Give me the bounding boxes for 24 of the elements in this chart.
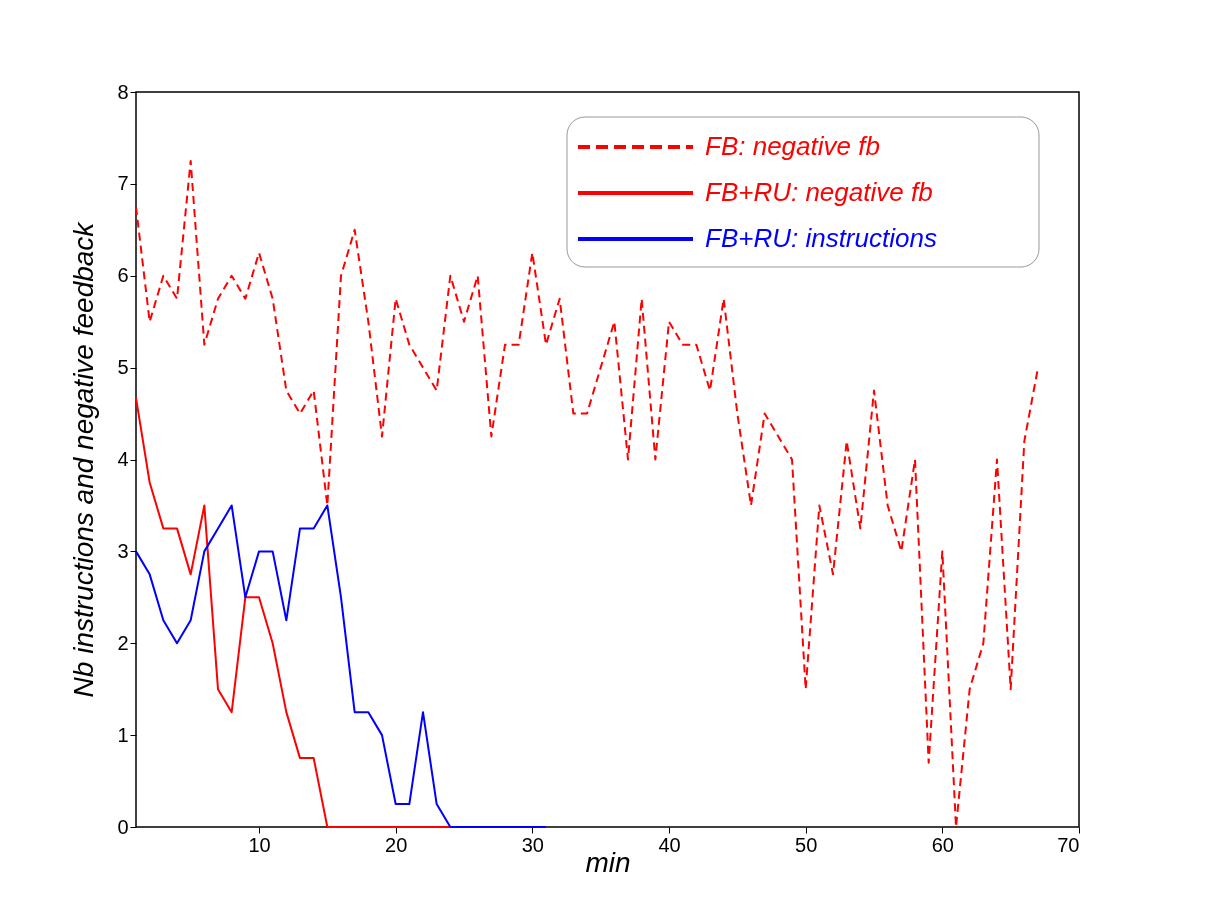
y-axis-title: Nb instructions and negative feedback [68,220,100,698]
line-series [135,396,452,828]
y-tick-label: 6 [117,264,129,287]
line-series [135,504,547,828]
y-tick-label: 8 [117,80,129,103]
x-tick-label: 70 [1057,833,1080,856]
legend-label: FB+RU: negative fb [705,177,933,207]
y-tick-label: 1 [117,723,129,746]
legend-label: FB+RU: instructions [705,223,937,253]
x-tick-label: 10 [248,833,271,856]
x-tick-label: 20 [385,833,408,856]
y-tick-label: 5 [117,356,129,379]
x-tick-label: 60 [931,833,954,856]
x-axis-title: min [585,846,631,878]
y-tick-label: 7 [117,172,129,195]
y-tick-label: 4 [117,448,129,470]
x-tick-label: 50 [795,833,818,856]
line-series [135,159,1039,828]
y-tick-label: 2 [117,631,129,654]
legend-label: FB: negative fb [705,131,880,161]
x-tick-label: 40 [658,833,681,856]
y-tick-label: 0 [117,815,129,838]
y-tick-label: 3 [117,539,129,562]
x-tick-label: 30 [521,833,544,856]
